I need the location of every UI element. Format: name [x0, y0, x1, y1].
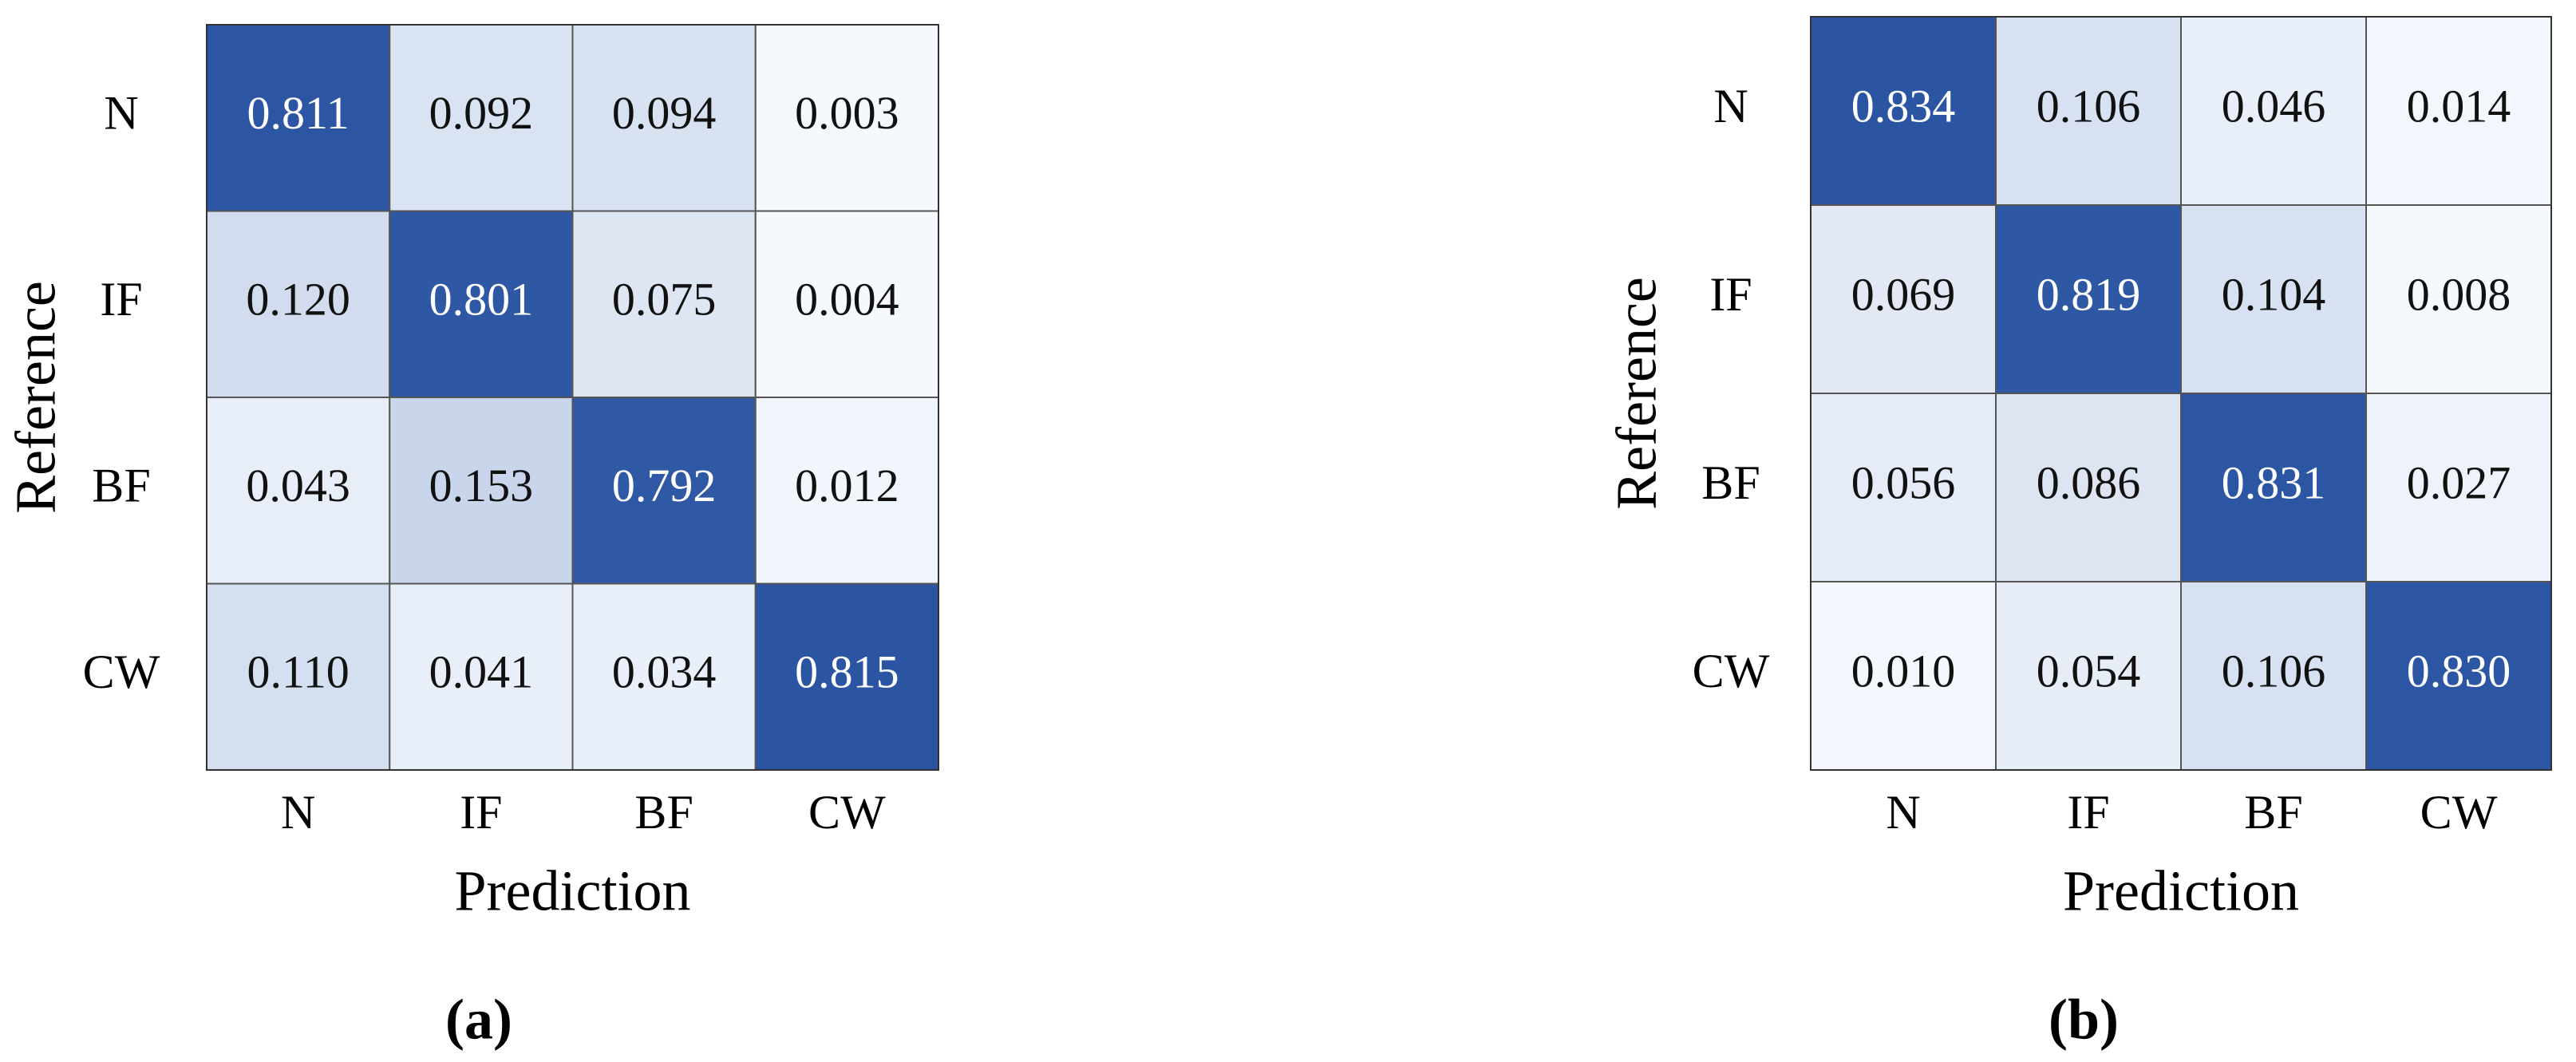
- cell-label: 0.010: [1851, 645, 1956, 697]
- cell-label: 0.056: [1851, 456, 1956, 508]
- cell: [2365, 204, 2552, 394]
- x-tick-label: CW: [808, 786, 886, 839]
- cell-label: 0.008: [2407, 268, 2511, 320]
- cell: [1810, 204, 1997, 394]
- cell-label: 0.811: [247, 87, 349, 139]
- cell-label: 0.086: [2037, 456, 2141, 508]
- x-axis-title: Prediction: [455, 859, 691, 923]
- cell: [754, 582, 939, 771]
- cell: [206, 24, 391, 212]
- cell-label: 0.014: [2407, 80, 2511, 132]
- cell: [389, 582, 574, 771]
- cell-label: 0.120: [246, 274, 350, 326]
- cell: [206, 210, 391, 398]
- cell-label: 0.831: [2222, 456, 2326, 508]
- x-tick-label: N: [281, 786, 315, 839]
- cell: [1995, 16, 2182, 206]
- cell-label: 0.012: [795, 460, 899, 511]
- cell-label: 0.046: [2222, 80, 2326, 132]
- cell-label: 0.110: [247, 646, 349, 698]
- cell: [2180, 581, 2367, 771]
- cell: [389, 210, 574, 398]
- x-tick-label: N: [1886, 786, 1920, 839]
- x-tick-label: BF: [2244, 786, 2302, 839]
- cell-label: 0.815: [795, 646, 899, 698]
- x-tick-label: IF: [2067, 786, 2109, 839]
- cell-label: 0.003: [795, 87, 899, 139]
- cell: [1995, 393, 2182, 582]
- cell-label: 0.153: [429, 460, 534, 511]
- cell-label: 0.830: [2407, 645, 2511, 697]
- caption: (a): [445, 988, 512, 1052]
- cell-label: 0.106: [2037, 80, 2141, 132]
- caption: (b): [2049, 988, 2119, 1052]
- cell-label: 0.834: [1851, 80, 1956, 132]
- cell-label: 0.792: [612, 460, 717, 511]
- cell-label: 0.092: [429, 87, 534, 139]
- cell: [1995, 581, 2182, 771]
- cell: [754, 210, 939, 398]
- cell: [1810, 581, 1997, 771]
- y-axis-title: Reference: [1605, 277, 1669, 510]
- cell-label: 0.043: [246, 460, 350, 511]
- cell: [2365, 581, 2552, 771]
- cell-label: 0.027: [2407, 456, 2511, 508]
- y-tick-label: N: [104, 87, 138, 140]
- cell: [2365, 393, 2552, 582]
- y-tick-label: BF: [1701, 456, 1760, 509]
- y-tick-label: CW: [83, 645, 160, 698]
- x-tick-label: BF: [634, 786, 693, 839]
- y-tick-label: N: [1713, 80, 1748, 132]
- cell: [1995, 204, 2182, 394]
- cell-label: 0.004: [795, 274, 899, 326]
- cell-label: 0.094: [612, 87, 717, 139]
- cell: [206, 582, 391, 771]
- x-tick-label: IF: [460, 786, 502, 839]
- cell-label: 0.819: [2037, 268, 2141, 320]
- cell-label: 0.041: [429, 646, 534, 698]
- cell-label: 0.069: [1851, 268, 1956, 320]
- cell: [2180, 204, 2367, 394]
- y-axis-title: Reference: [4, 281, 68, 514]
- x-axis-title: Prediction: [2063, 859, 2299, 923]
- y-tick-label: BF: [92, 460, 150, 512]
- y-tick-label: IF: [1709, 268, 1752, 321]
- x-tick-label: CW: [2420, 786, 2498, 839]
- cell: [389, 397, 574, 585]
- cell-label: 0.106: [2222, 645, 2326, 697]
- cell: [754, 24, 939, 212]
- cell-label: 0.054: [2037, 645, 2141, 697]
- y-tick-label: CW: [1693, 645, 1770, 697]
- cell-label: 0.801: [429, 274, 534, 326]
- y-tick-label: IF: [100, 273, 142, 326]
- frame: [1810, 16, 2552, 771]
- cell: [2180, 393, 2367, 582]
- cell-label: 0.034: [612, 646, 717, 698]
- cell-label: 0.075: [612, 274, 717, 326]
- cell: [754, 397, 939, 585]
- cell-label: 0.104: [2222, 268, 2326, 320]
- frame: [206, 24, 939, 771]
- cell: [389, 24, 574, 212]
- cell: [571, 582, 757, 771]
